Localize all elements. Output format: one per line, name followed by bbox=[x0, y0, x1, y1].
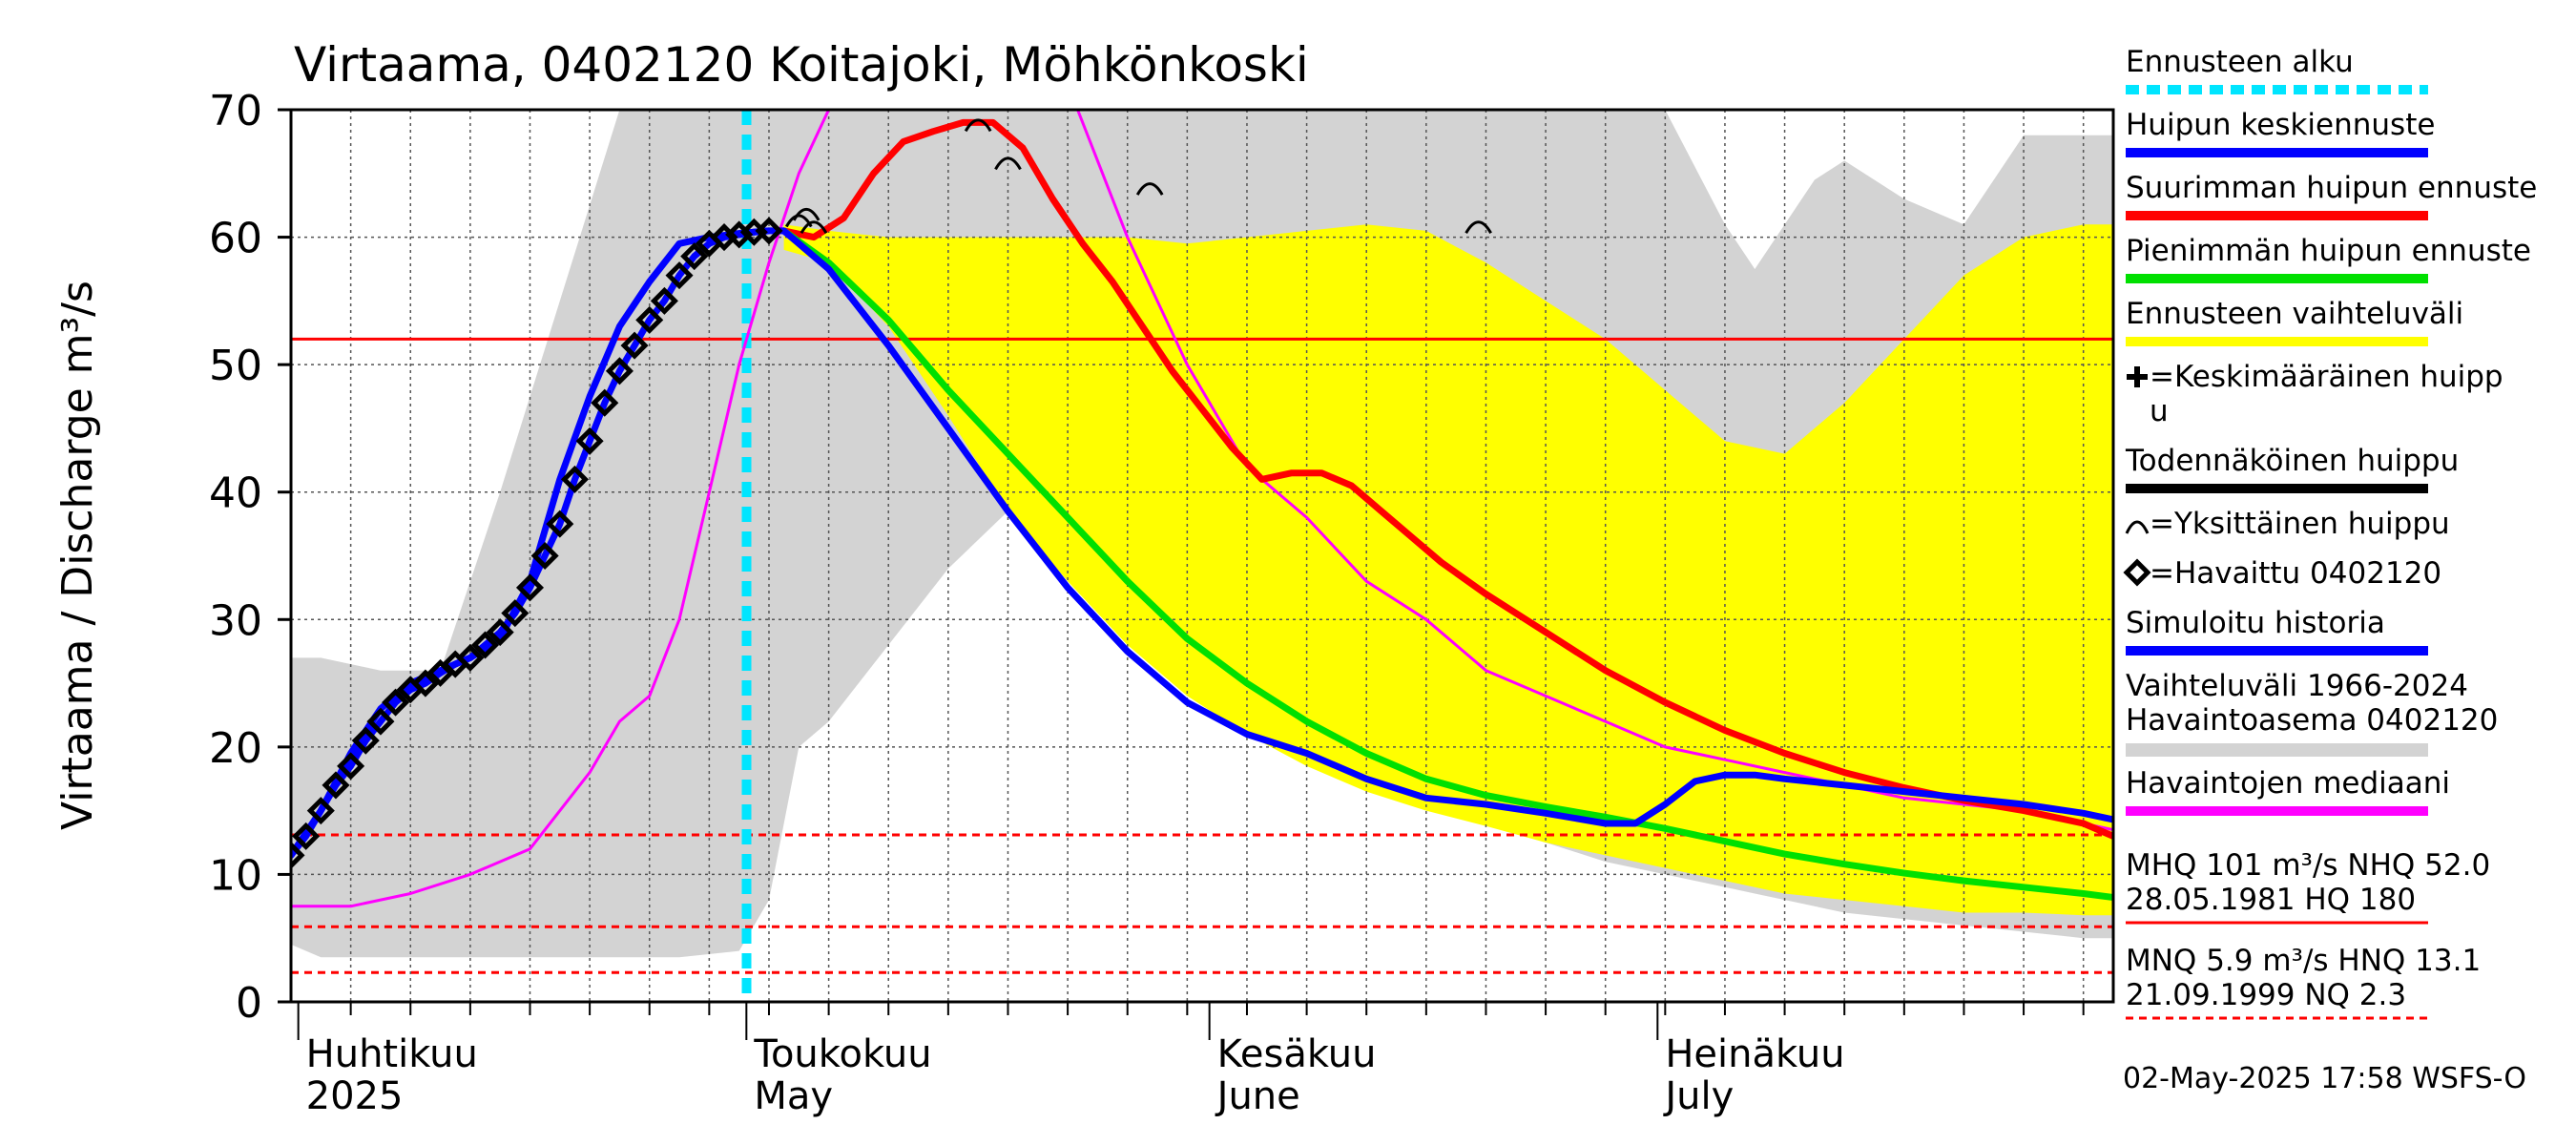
legend-label: Todennäköinen huippu bbox=[2125, 444, 2459, 478]
observed-point bbox=[411, 669, 440, 697]
grid-lines bbox=[291, 110, 2113, 1002]
observed-point bbox=[605, 357, 634, 385]
y-tick-label: 50 bbox=[209, 342, 262, 390]
y-tick-label: 60 bbox=[209, 215, 262, 263]
max_peak-line bbox=[780, 118, 2113, 840]
observed-point bbox=[456, 643, 485, 672]
stats-line: 21.09.1999 NQ 2.3 bbox=[2126, 978, 2406, 1012]
observed-point bbox=[291, 841, 305, 869]
observed-point bbox=[306, 797, 335, 825]
y-tick-label: 70 bbox=[209, 87, 262, 135]
observed-point bbox=[635, 305, 664, 334]
observed-point bbox=[560, 465, 589, 493]
observed-point bbox=[322, 771, 350, 800]
legend-label: Huipun keskiennuste bbox=[2126, 108, 2435, 142]
observed-point bbox=[575, 427, 604, 455]
x-month-label: Toukokuu bbox=[753, 1032, 931, 1076]
stats-line: 28.05.1981 HQ 180 bbox=[2126, 883, 2416, 917]
y-tick-label: 40 bbox=[209, 469, 262, 518]
x-month-label-en: 2025 bbox=[306, 1074, 404, 1118]
single-peak-marker bbox=[800, 220, 828, 234]
series-lines bbox=[291, 110, 2113, 908]
observed-point bbox=[665, 261, 694, 290]
median-line bbox=[291, 110, 2113, 908]
observed-point bbox=[650, 286, 678, 315]
legend: Ennusteen alku Huipun keskiennuste Suurimm… bbox=[2123, 45, 2537, 1020]
observed-point bbox=[382, 688, 410, 717]
legend-diamond-icon bbox=[2123, 558, 2151, 587]
observed-point bbox=[546, 510, 574, 538]
y-tick-label: 30 bbox=[209, 596, 262, 645]
mean_peak_forecast-line bbox=[780, 227, 2113, 827]
observed-point bbox=[620, 331, 649, 360]
single-peak-markers bbox=[784, 118, 1492, 234]
legend-label: Ennusteen vaihteluväli bbox=[2126, 297, 2463, 331]
legend-label-cont: u bbox=[2150, 394, 2169, 428]
single-peak-marker bbox=[1465, 220, 1492, 234]
legend-label: Havaintojen mediaani bbox=[2126, 766, 2450, 801]
observed-point bbox=[501, 599, 530, 628]
legend-label: =Havaittu 0402120 bbox=[2150, 556, 2441, 591]
y-tick-label: 10 bbox=[209, 851, 262, 900]
chart-title: Virtaama, 0402120 Koitajoki, Möhkönkoski bbox=[294, 37, 1309, 93]
observed-point bbox=[591, 388, 619, 417]
legend-label-cont: Havaintoasema 0402120 bbox=[2126, 703, 2498, 738]
observed-point bbox=[366, 707, 395, 736]
legend-label: Pienimmän huipun ennuste bbox=[2126, 234, 2531, 268]
x-month-label-en: July bbox=[1662, 1074, 1734, 1118]
observed-point bbox=[470, 631, 500, 659]
x-month-label: Heinäkuu bbox=[1665, 1032, 1844, 1076]
single-peak-marker bbox=[964, 118, 992, 133]
legend-arc-icon bbox=[2125, 520, 2150, 534]
timestamp: 02-May-2025 17:58 WSFS-O bbox=[2123, 1062, 2526, 1095]
legend-label: =Yksittäinen huippu bbox=[2150, 507, 2450, 541]
x-month-label: Kesäkuu bbox=[1217, 1032, 1377, 1076]
observed-point bbox=[486, 618, 514, 647]
observed-point bbox=[680, 242, 709, 271]
plot-frame bbox=[289, 108, 2115, 1004]
legend-label: Simuloitu historia bbox=[2126, 606, 2385, 640]
legend-label: =Keskimääräinen huipp bbox=[2150, 360, 2503, 394]
observed-point bbox=[515, 573, 545, 602]
legend-plus-icon bbox=[2127, 366, 2148, 387]
reference-lines bbox=[291, 110, 2113, 1002]
observed-point bbox=[755, 217, 783, 245]
observed-point bbox=[351, 726, 380, 755]
x-month-label-en: June bbox=[1215, 1074, 1300, 1118]
x-month-label: Huhtikuu bbox=[306, 1032, 478, 1076]
min_peak-line bbox=[780, 227, 2113, 901]
single-peak-marker bbox=[1135, 182, 1164, 196]
plot-border bbox=[289, 108, 2115, 1004]
stats-line: MHQ 101 m³/s NHQ 52.0 bbox=[2126, 848, 2490, 883]
observed-point bbox=[530, 541, 559, 571]
y-tick-label: 0 bbox=[236, 979, 262, 1028]
legend-label: Suurimman huipun ennuste bbox=[2126, 171, 2537, 205]
y-tick-label: 20 bbox=[209, 724, 262, 773]
observed-point bbox=[292, 822, 321, 850]
legend-label: Vaihteluväli 1966-2024 bbox=[2126, 669, 2468, 703]
single-peak-marker bbox=[994, 156, 1022, 171]
x-month-label-en: May bbox=[754, 1074, 833, 1118]
legend-label: Ennusteen alku bbox=[2126, 45, 2354, 79]
observed-point bbox=[337, 752, 365, 781]
y-axis-label: Virtaama / Discharge m³/s bbox=[53, 281, 102, 830]
legend-swatch bbox=[2126, 743, 2428, 757]
stats-line: MNQ 5.9 m³/s HNQ 13.1 bbox=[2126, 944, 2481, 978]
